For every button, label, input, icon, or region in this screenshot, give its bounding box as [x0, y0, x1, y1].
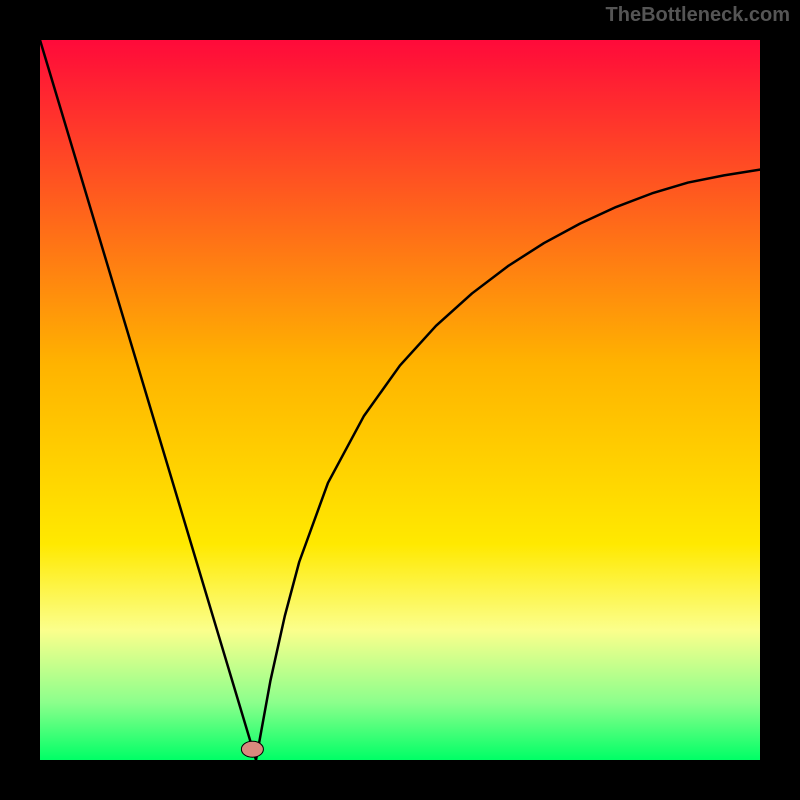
plot-area	[40, 40, 760, 760]
minimum-marker	[241, 741, 263, 757]
chart-svg	[40, 40, 760, 760]
chart-frame: TheBottleneck.com	[0, 0, 800, 800]
watermark-text: TheBottleneck.com	[606, 4, 790, 27]
